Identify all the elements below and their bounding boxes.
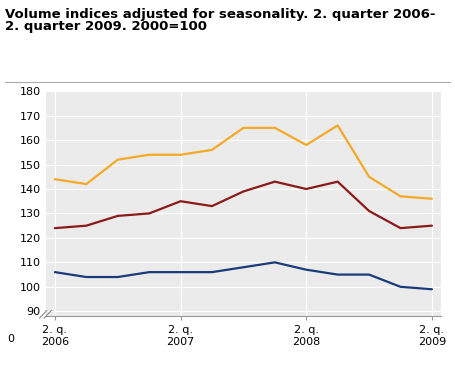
Text: Volume indices adjusted for seasonality. 2. quarter 2006-: Volume indices adjusted for seasonality.… (5, 8, 435, 21)
Text: 2. quarter 2009. 2000=100: 2. quarter 2009. 2000=100 (5, 20, 207, 33)
Text: 0: 0 (7, 334, 14, 344)
